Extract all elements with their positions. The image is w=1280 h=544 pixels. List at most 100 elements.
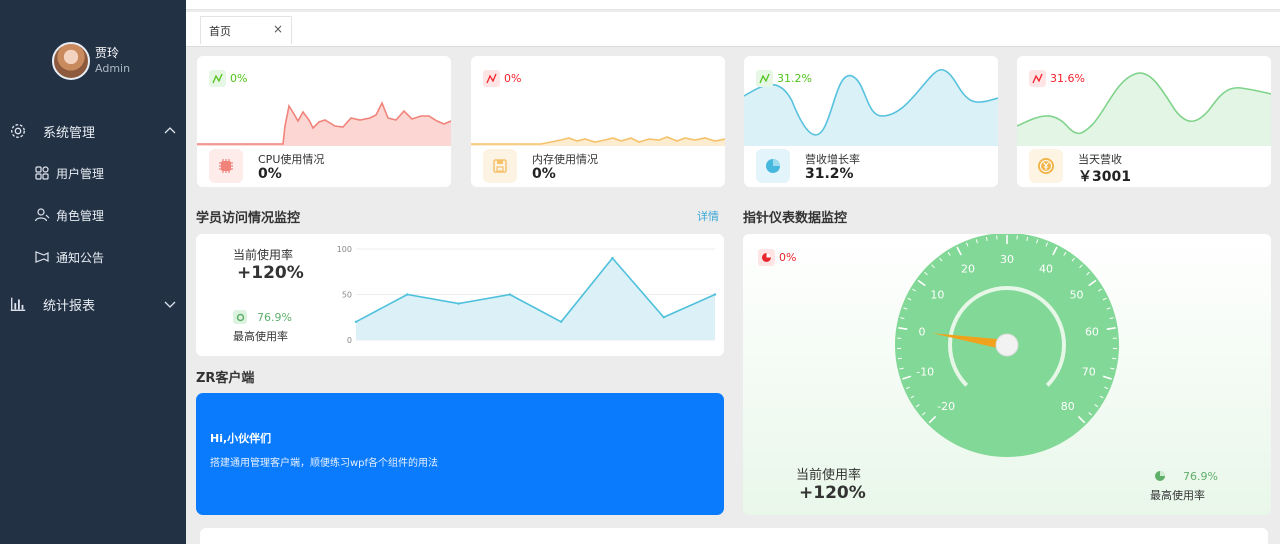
gauge-tick [900, 317, 905, 320]
y-tick-label: 50 [342, 291, 352, 300]
visit-max-text: 76.9% [257, 310, 292, 324]
gauge-tick-label: 60 [1085, 326, 1099, 339]
menu-notices[interactable]: 通知公告 [0, 240, 186, 274]
detail-link[interactable]: 详情 [697, 210, 719, 223]
data-point [611, 256, 614, 260]
menu-system-label: 系统管理 [43, 125, 96, 141]
cpu-trend: 0% [209, 70, 247, 87]
gauge-tick-label: 30 [1000, 253, 1014, 266]
memory-value: 0% [532, 166, 556, 182]
chip-icon [209, 149, 243, 183]
gauge-hub [995, 333, 1019, 357]
gauge-tick-label: 50 [1070, 288, 1084, 301]
gauge-tick [1026, 236, 1029, 241]
chevron-up-icon[interactable] [163, 124, 177, 138]
revenue-growth-label: 营收增长率 [805, 153, 860, 166]
gauge-tick [1102, 375, 1112, 380]
stat-card-daily-revenue: 31.6% 当天营收 ￥3001 [1017, 56, 1271, 187]
stat-card-cpu: 0% CPU使用情况 0% [197, 56, 451, 187]
data-point [457, 302, 460, 305]
gauge-tick [1036, 239, 1039, 244]
gauge-badge: 0% [758, 249, 796, 266]
visit-monitor-title: 学员访问情况监控 [196, 211, 301, 226]
avatar[interactable] [52, 42, 90, 80]
gauge-tick [1071, 257, 1075, 262]
daily-revenue-trend: 31.6% [1029, 70, 1085, 87]
pie-mini-icon [1153, 469, 1167, 483]
menu-role-management[interactable]: 角色管理 [0, 198, 186, 232]
gauge-tick [975, 239, 978, 244]
gauge-tick [1088, 412, 1093, 416]
tab-bar: 首页 × [186, 12, 1280, 47]
user-profile[interactable]: 贾玲 Admin [52, 42, 130, 80]
gauge-monitor-title: 指针仪表数据监控 [743, 211, 848, 226]
revenue-growth-sparkline [744, 68, 998, 146]
gauge-tick [1077, 415, 1086, 424]
y-tick-label: 0 [347, 336, 352, 345]
gauge-needle [931, 333, 1008, 350]
data-point [508, 293, 512, 296]
gauge-tick-label: 80 [1061, 400, 1075, 413]
megaphone-icon [35, 251, 49, 263]
bottom-card [200, 528, 1268, 544]
trend-up-icon [209, 70, 226, 87]
menu-user-management[interactable]: 用户管理 [0, 156, 186, 190]
pointer-gauge: -20 -10 0 10 20 30 40 50 60 70 80 [895, 234, 1119, 457]
series-area [356, 258, 715, 340]
gauge-tick [1097, 288, 1102, 292]
series-line [355, 256, 716, 323]
welcome-banner: Hi,小伙伴们 搭建通用管理客户端，顺便练习wpf各个组件的用法 [196, 393, 724, 515]
gauge-panel: 0% -20 -10 0 10 20 30 40 50 60 70 80 当前使用率 +120% 7… [743, 234, 1271, 515]
close-icon[interactable]: × [272, 22, 284, 36]
sidebar: 贾玲 Admin 系统管理 用户管理 角色管理 通知公告 统计报表 [0, 0, 186, 544]
gauge-tick [1102, 297, 1107, 301]
menu-system-management[interactable]: 系统管理 [0, 113, 186, 149]
users-icon [35, 166, 49, 180]
banner-description: 搭建通用管理客户端，顺便练习wpf各个组件的用法 [210, 458, 439, 469]
trend-down-icon [483, 70, 500, 87]
tab-home[interactable]: 首页 × [200, 16, 292, 44]
visit-max-label: 最高使用率 [233, 330, 288, 343]
visit-max-value: 76.9% [233, 310, 292, 324]
bar-chart-icon [10, 297, 26, 311]
memory-trend: 0% [483, 70, 521, 87]
trend-up-icon [756, 70, 773, 87]
revenue-growth-trend: 31.2% [756, 70, 812, 87]
menu-notices-label: 通知公告 [56, 250, 105, 265]
role-icon [34, 208, 50, 222]
menu-statistics-reports[interactable]: 统计报表 [0, 286, 186, 322]
gauge-tick [1104, 386, 1109, 390]
gauge-tick [1094, 404, 1099, 408]
gauge-tick-label: 40 [1039, 262, 1053, 275]
gauge-tick [898, 327, 908, 330]
gauge-inner-arc [948, 286, 1066, 387]
gauge-tick [903, 307, 908, 310]
gauge-tick [1106, 327, 1116, 330]
cpu-sparkline [197, 101, 451, 146]
stat-card-memory: 0% 内存使用情况 0% [471, 56, 725, 187]
gauge-tick [1109, 317, 1114, 320]
daily-revenue-spark-line [1017, 72, 1271, 135]
pie-icon [756, 149, 790, 183]
gauge-tick [902, 375, 912, 380]
gauge-tick [915, 404, 920, 408]
revenue-growth-spark-line [744, 68, 998, 136]
banner-greeting: Hi,小伙伴们 [210, 432, 272, 445]
gauge-max-label: 最高使用率 [1150, 489, 1205, 502]
gauge-tick [1088, 279, 1097, 287]
gauge-tick [985, 236, 988, 241]
gauge-tick-label: 0 [919, 326, 926, 339]
daily-revenue-sparkline [1017, 72, 1271, 146]
gauge-tick [947, 251, 951, 256]
gauge-max-text: 76.9% [1183, 469, 1218, 483]
visit-area-chart: 100 50 0 [337, 245, 717, 345]
chevron-down-icon[interactable] [163, 297, 177, 311]
gauge-max-value: 76.9% [1153, 469, 1218, 483]
menu-users-label: 用户管理 [56, 166, 105, 181]
gauge-tick [956, 246, 962, 256]
data-point [406, 293, 409, 296]
user-role: Admin [95, 62, 131, 75]
gauge-tick-label: 70 [1082, 366, 1096, 379]
gear-badge-icon [233, 310, 247, 324]
gauge-tick-label: -20 [937, 400, 955, 413]
